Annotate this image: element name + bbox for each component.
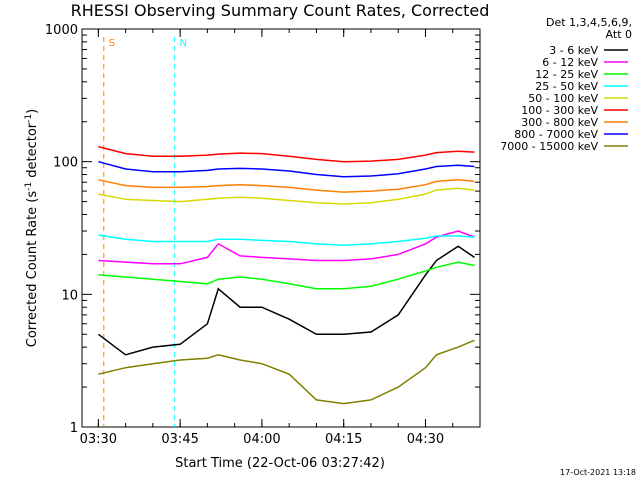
series-line-0	[97, 245, 475, 356]
series-line-8	[98, 339, 475, 405]
y-tick-label-2: 100	[53, 156, 78, 171]
legend-header-line-1: Det 1,3,4,5,6,9,	[546, 16, 632, 29]
y-tick-label-0: 1	[70, 421, 78, 436]
y-tick-label-3: 1000	[45, 23, 78, 38]
legend-label-5: 100 - 300 keV	[521, 104, 598, 117]
series-line-3	[98, 234, 475, 246]
x-tick-label-3: 04:15	[325, 432, 362, 447]
y-axis-label-sup-2: -1	[24, 114, 34, 123]
legend-label-2: 12 - 25 keV	[535, 68, 598, 81]
series-line-7	[98, 160, 475, 178]
series-group	[97, 145, 475, 405]
y-axis-label-end: )	[25, 109, 40, 114]
series-line-6	[98, 179, 475, 193]
legend-label-7: 800 - 7000 keV	[514, 128, 598, 141]
x-tick-label-1: 03:45	[161, 432, 198, 447]
legend-label-6: 300 - 800 keV	[521, 116, 598, 129]
legend-header-line-2: Att 0	[606, 28, 632, 41]
y-axis-label: Corrected Count Rate (s-1 detector-1)	[24, 109, 40, 347]
y-tick-label-1: 10	[61, 288, 78, 303]
x-axis-label: Start Time (22-Oct-06 03:27:42)	[175, 456, 385, 471]
x-tick-label-2: 04:00	[243, 432, 280, 447]
series-line-1	[98, 230, 475, 265]
y-axis-label-mid: detector	[25, 122, 40, 182]
x-tick-label-0: 03:30	[80, 432, 117, 447]
plot-frame	[81, 28, 481, 428]
legend-label-4: 50 - 100 keV	[528, 92, 598, 105]
legend-label-3: 25 - 50 keV	[535, 80, 598, 93]
series-line-2	[98, 261, 475, 290]
legend-label-8: 7000 - 15000 keV	[500, 140, 598, 153]
series-line-4	[98, 187, 475, 205]
series-line-5	[98, 145, 475, 163]
y-axis-label-sup-1: -1	[24, 182, 34, 191]
legend-label-0: 3 - 6 keV	[549, 44, 598, 57]
event-label-0: S	[109, 38, 115, 49]
x-tick-label-4: 04:30	[407, 432, 444, 447]
y-axis-label-base: Corrected Count Rate (s	[25, 191, 40, 348]
chart-title: RHESSI Observing Summary Count Rates, Co…	[71, 1, 490, 20]
ticks-group: 03:30 03:45 04:00 04:15 04:30 1 10 100 1000	[45, 23, 481, 447]
footer-date: 17-Oct-2021 13:18	[560, 468, 636, 477]
event-label-1: N	[180, 38, 187, 49]
legend-label-1: 6 - 12 keV	[542, 56, 598, 69]
